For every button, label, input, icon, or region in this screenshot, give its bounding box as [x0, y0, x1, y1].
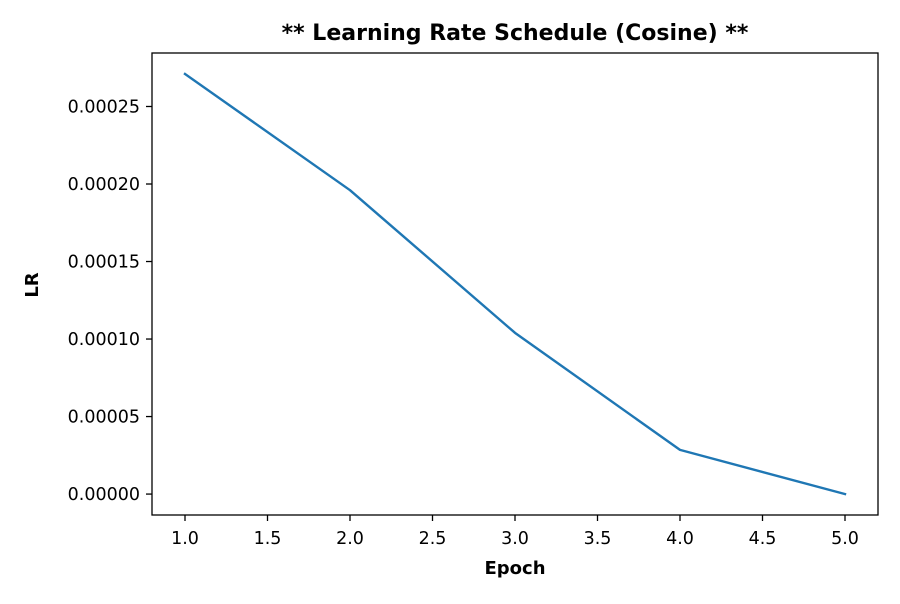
- y-tick-label: 0.00025: [68, 97, 140, 117]
- x-tick-label: 4.0: [666, 529, 694, 549]
- x-tick-label: 2.5: [419, 529, 447, 549]
- y-tick-label: 0.00020: [68, 175, 140, 195]
- x-tick-label: 4.5: [749, 529, 777, 549]
- chart-title: ** Learning Rate Schedule (Cosine) **: [282, 21, 749, 46]
- x-tick-label: 3.0: [501, 529, 529, 549]
- x-axis-label: Epoch: [484, 558, 545, 579]
- x-tick-label: 1.0: [171, 529, 199, 549]
- x-tick-label: 5.0: [831, 529, 859, 549]
- y-tick-label: 0.00005: [68, 408, 140, 428]
- x-tick-label: 3.5: [584, 529, 612, 549]
- x-tick-label: 2.0: [336, 529, 364, 549]
- x-tick-label: 1.5: [254, 529, 282, 549]
- y-tick-label: 0.00015: [68, 253, 140, 273]
- y-axis-label: LR: [22, 272, 43, 297]
- y-tick-label: 0.00010: [68, 330, 140, 350]
- y-tick-label: 0.00000: [68, 485, 140, 505]
